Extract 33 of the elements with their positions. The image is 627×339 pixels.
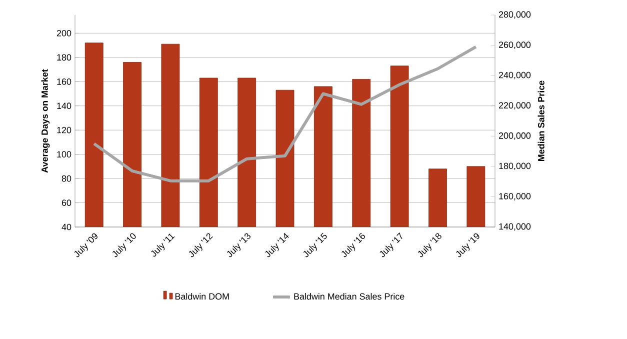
y-tick-label: 120 <box>57 126 72 134</box>
y2-tick-label: 260,000 <box>498 42 531 49</box>
y-tick-label: 60 <box>62 200 72 206</box>
y-tick-label: 160 <box>57 78 72 85</box>
y-tick-label: 100 <box>57 151 72 158</box>
x-tick-label: July '12 <box>188 233 213 258</box>
y2-tick-label: 280,000 <box>498 11 531 19</box>
y-tick-label: 200 <box>56 30 72 36</box>
legend-label: Baldwin Median Sales Price <box>294 293 404 300</box>
x-tick-label: July '11 <box>151 234 175 257</box>
y-tick-label: 140 <box>57 102 72 110</box>
x-tick-label: July '14 <box>265 233 289 258</box>
y2-axis-title: Median Sales Price <box>538 80 544 162</box>
y2-tick-label: 140,000 <box>499 223 531 231</box>
x-tick-label: July '10 <box>112 233 136 258</box>
x-tick-label: July '09 <box>74 233 98 258</box>
legend-label: Baldwin DOM <box>175 293 229 300</box>
y2-tick-label: 220,000 <box>498 102 531 110</box>
x-tick-label: July '18 <box>418 233 442 258</box>
y2-tick-label: 240,000 <box>498 72 531 80</box>
y-axis-title: Average Days on Market <box>41 69 50 173</box>
y2-tick-label: 180,000 <box>499 162 531 170</box>
y2-tick-label: 200,000 <box>498 132 531 140</box>
y-tick-label: 80 <box>62 175 72 182</box>
y-tick-label: 40 <box>62 224 72 230</box>
x-tick-label: July '16 <box>342 233 365 258</box>
y2-tick-label: 160,000 <box>499 193 531 200</box>
y-tick-label: 180 <box>57 54 72 61</box>
x-tick-label: July '13 <box>227 233 250 258</box>
x-tick-label: July '19 <box>456 233 480 258</box>
line-series <box>92 45 478 182</box>
x-tick-label: July '15 <box>303 232 327 258</box>
x-tick-label: July '17 <box>380 232 402 258</box>
